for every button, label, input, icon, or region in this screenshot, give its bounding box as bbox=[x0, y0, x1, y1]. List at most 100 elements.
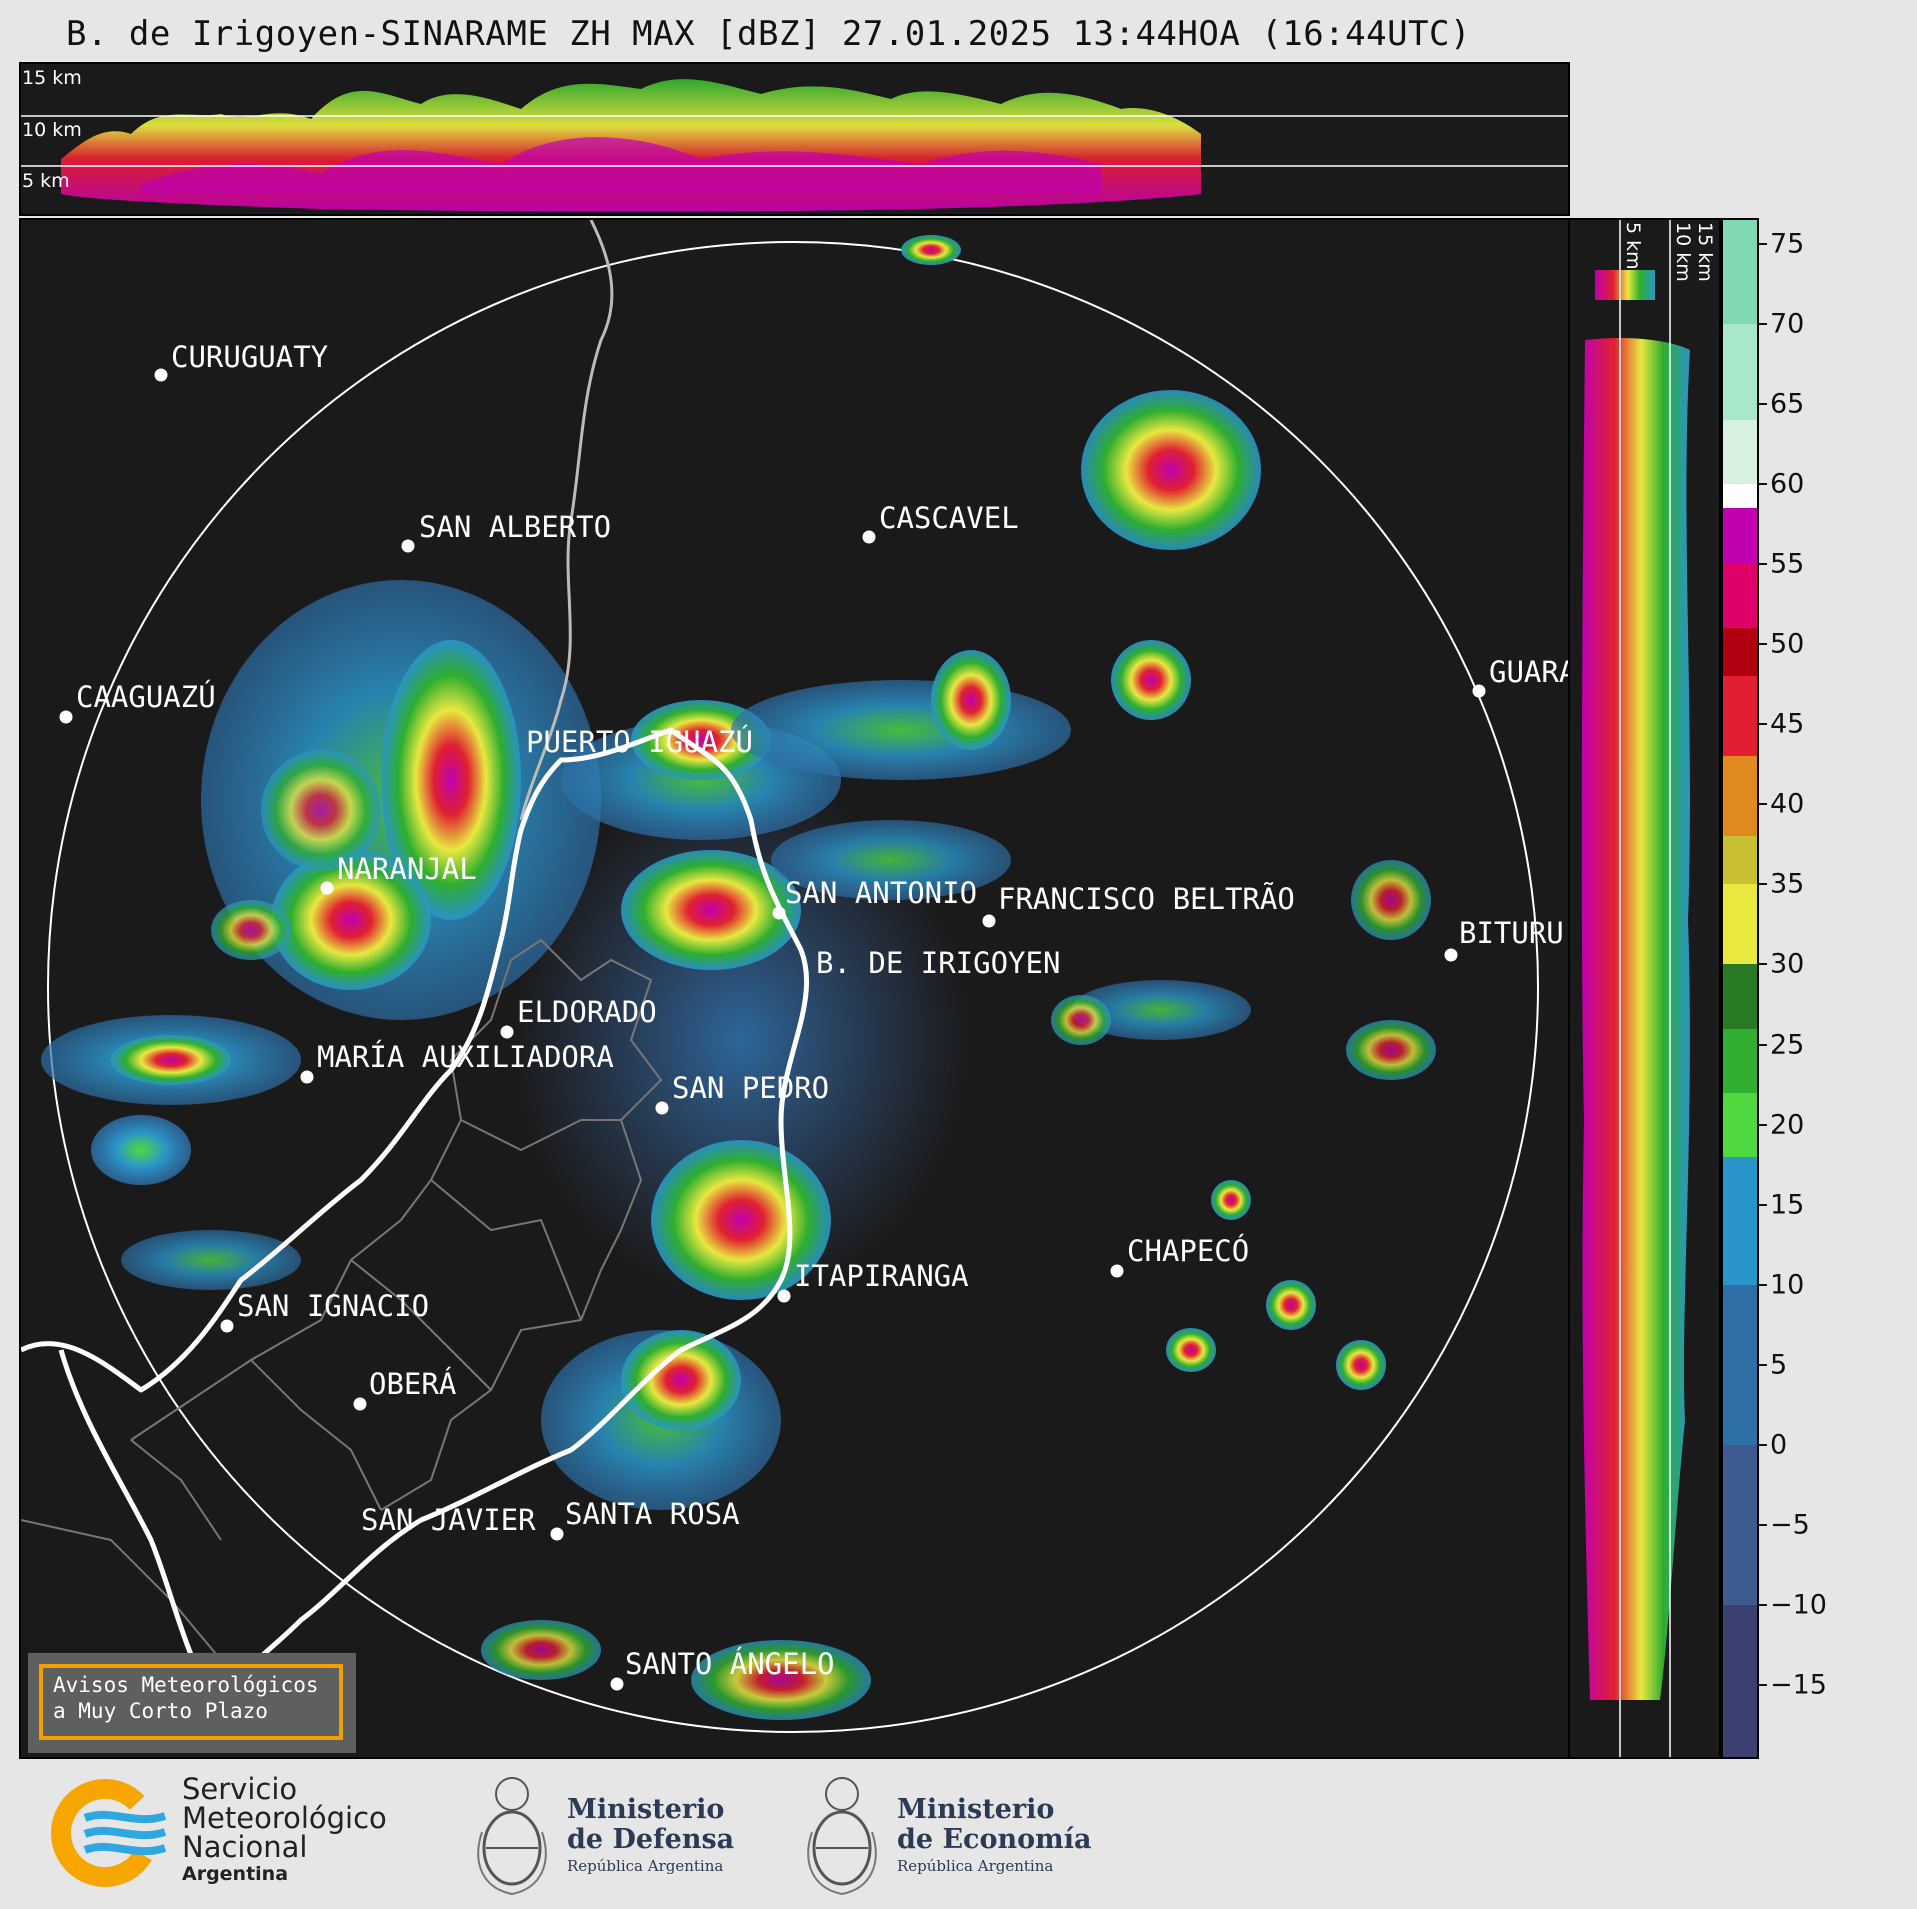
right-km-label-10: 10 km bbox=[1672, 222, 1694, 282]
defensa-line2: de Defensa bbox=[567, 1824, 735, 1855]
smn-logo-text: Servicio Meteorológico Nacional Argentin… bbox=[182, 1775, 387, 1886]
colorbar-tick-label: 20 bbox=[1770, 1109, 1805, 1141]
city-label-san-antonio: SAN ANTONIO bbox=[785, 876, 978, 910]
city-dot-chapeco bbox=[1110, 1264, 1124, 1278]
national-borders bbox=[21, 727, 810, 1702]
colorbar-band bbox=[1723, 628, 1757, 677]
radar-map: CURUGUATY SAN ALBERTO CASCAVEL CAAGUAZÚ … bbox=[19, 218, 1570, 1759]
city-dot-san-pedro bbox=[655, 1101, 669, 1115]
colorbar-tick-label: 30 bbox=[1770, 948, 1805, 980]
right-cross-section-panel: 5 km 10 km 15 km bbox=[1570, 218, 1721, 1759]
chart-title: B. de Irigoyen-SINARAME ZH MAX [dBZ] 27.… bbox=[66, 14, 1471, 54]
smn-logo-icon bbox=[50, 1779, 167, 1887]
colorbar-tick bbox=[1759, 1363, 1767, 1366]
colorbar-tick bbox=[1759, 1123, 1767, 1126]
city-dot-cascavel bbox=[862, 530, 876, 544]
economia-line3: República Argentina bbox=[897, 1857, 1054, 1875]
colorbar-band bbox=[1723, 1156, 1757, 1285]
city-label-eldorado: ELDORADO bbox=[517, 995, 657, 1029]
aviso-line1: Avisos Meteorológicos bbox=[53, 1673, 319, 1697]
precipitation-echoes bbox=[41, 235, 1436, 1720]
colorbar-band bbox=[1723, 964, 1757, 1029]
city-label-naranjal: NARANJAL bbox=[337, 852, 477, 886]
colorbar-tick-label: 45 bbox=[1770, 708, 1805, 740]
colorbar-tick bbox=[1759, 403, 1767, 406]
city-dot-maria-auxiliadora bbox=[300, 1070, 314, 1084]
colorbar-tick bbox=[1759, 1203, 1767, 1206]
city-label-chapeco: CHAPECÓ bbox=[1127, 1234, 1250, 1268]
colorbar-tick-label: 10 bbox=[1770, 1269, 1805, 1301]
defensa-line1: Ministerio bbox=[567, 1794, 725, 1825]
smn-logo bbox=[50, 1778, 170, 1888]
colorbar-band bbox=[1723, 220, 1757, 325]
city-label-caaguazu: CAAGUAZÚ bbox=[76, 680, 216, 714]
colorbar-tick-label: 70 bbox=[1770, 308, 1805, 340]
city-label-b-de-irigoyen: B. DE IRIGOYEN bbox=[816, 946, 1061, 980]
colorbar-tick bbox=[1759, 483, 1767, 486]
range-ring bbox=[47, 241, 1539, 1733]
top-km-label-10: 10 km bbox=[22, 119, 82, 141]
colorbar-tick-label: 55 bbox=[1770, 548, 1805, 580]
colorbar-band bbox=[1723, 420, 1757, 485]
city-label-puerto-iguazu: PUERTO IGUAZÚ bbox=[526, 725, 753, 759]
colorbar-band bbox=[1723, 508, 1757, 565]
colorbar-tick bbox=[1759, 963, 1767, 966]
aviso-box: Avisos Meteorológicos a Muy Corto Plazo bbox=[28, 1653, 356, 1753]
defensa-logo-text: Ministerio de Defensa República Argentin… bbox=[567, 1795, 734, 1877]
colorbar-tick-label: −5 bbox=[1770, 1509, 1810, 1541]
city-label-maria-auxiliadora: MARÍA AUXILIADORA bbox=[317, 1040, 614, 1074]
smn-line4: Argentina bbox=[182, 1863, 289, 1885]
city-dot-santo-angelo bbox=[610, 1677, 624, 1691]
city-dot-bituru bbox=[1444, 948, 1458, 962]
paraguay-brazil-border bbox=[519, 220, 614, 821]
colorbar-band bbox=[1723, 1028, 1757, 1093]
colorbar-band bbox=[1723, 484, 1757, 509]
colorbar-tick bbox=[1759, 1603, 1767, 1606]
colorbar-tick-label: 65 bbox=[1770, 388, 1805, 420]
top-km-label-15: 15 km bbox=[22, 67, 82, 89]
colorbar-band bbox=[1723, 324, 1757, 421]
city-label-itapiranga: ITAPIRANGA bbox=[794, 1259, 969, 1293]
colorbar-tick-label: 75 bbox=[1770, 228, 1805, 260]
top-cross-section-panel: 15 km 10 km 5 km bbox=[19, 62, 1570, 216]
colorbar-tick bbox=[1759, 803, 1767, 806]
aviso-line2: a Muy Corto Plazo bbox=[53, 1699, 268, 1723]
right-km-label-5: 5 km bbox=[1622, 222, 1644, 270]
city-label-san-alberto: SAN ALBERTO bbox=[419, 510, 612, 544]
economia-escudo-icon bbox=[802, 1762, 882, 1898]
colorbar-band bbox=[1723, 564, 1757, 629]
top-km-label-5: 5 km bbox=[22, 170, 70, 192]
colorbar-tick bbox=[1759, 1683, 1767, 1686]
defensa-line3: República Argentina bbox=[567, 1857, 724, 1875]
colorbar-tick bbox=[1759, 1523, 1767, 1526]
colorbar-band bbox=[1723, 884, 1757, 965]
colorbar-tick-label: 25 bbox=[1770, 1029, 1805, 1061]
colorbar-tick bbox=[1759, 323, 1767, 326]
city-dot-francisco-beltrao bbox=[982, 914, 996, 928]
colorbar-band bbox=[1723, 836, 1757, 885]
aviso-frame: Avisos Meteorológicos a Muy Corto Plazo bbox=[39, 1664, 343, 1740]
city-dot-san-alberto bbox=[401, 539, 415, 553]
right-cross-section-svg bbox=[1581, 220, 1690, 1757]
colorbar-tick bbox=[1759, 1043, 1767, 1046]
colorbar-tick-label: 35 bbox=[1770, 868, 1805, 900]
smn-line2: Meteorológico bbox=[182, 1801, 387, 1835]
city-label-cascavel: CASCAVEL bbox=[879, 501, 1019, 535]
economia-line2: de Economía bbox=[897, 1824, 1092, 1855]
colorbar-tick-label: 5 bbox=[1770, 1349, 1788, 1381]
colorbar-tick bbox=[1759, 563, 1767, 566]
city-dot-curuguaty bbox=[154, 368, 168, 382]
city-dot-san-ignacio bbox=[220, 1319, 234, 1333]
city-label-santa-rosa: SANTA ROSA bbox=[565, 1497, 740, 1531]
economia-line1: Ministerio bbox=[897, 1794, 1055, 1825]
colorbar-band bbox=[1723, 1284, 1757, 1445]
city-label-santo-angelo: SANTO ÁNGELO bbox=[625, 1647, 835, 1681]
city-label-san-pedro: SAN PEDRO bbox=[672, 1071, 830, 1105]
smn-line3: Nacional bbox=[182, 1830, 308, 1864]
colorbar-band bbox=[1723, 1604, 1757, 1757]
colorbar-tick-label: 60 bbox=[1770, 468, 1805, 500]
colorbar-tick-label: 0 bbox=[1770, 1429, 1788, 1461]
colorbar-tick bbox=[1759, 243, 1767, 246]
city-dot-obera bbox=[353, 1397, 367, 1411]
city-label-bituru: BITURU bbox=[1459, 916, 1564, 950]
